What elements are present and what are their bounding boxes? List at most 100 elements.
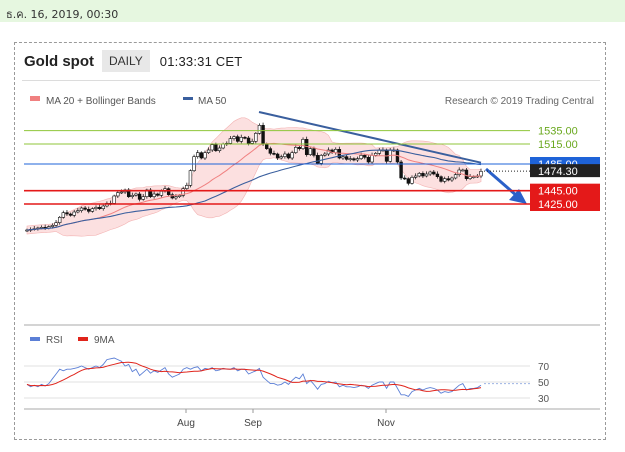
candle-body [141, 196, 145, 200]
candle [54, 220, 58, 227]
candle-body [352, 158, 356, 161]
candle [421, 171, 425, 178]
candle-body [254, 133, 258, 142]
candle-body [279, 156, 283, 159]
instrument-title: Gold spot [24, 52, 94, 70]
candle-body [464, 169, 469, 179]
candle [290, 150, 294, 160]
ma20-legend-swatch [30, 96, 40, 101]
levels-layer: 1535.001515.001485.001474.301445.001425.… [24, 126, 600, 211]
candle [315, 152, 320, 165]
candle [68, 212, 73, 217]
candle-body [341, 156, 345, 159]
candle-body [185, 185, 189, 189]
candle [156, 192, 160, 197]
candle-body [315, 155, 320, 164]
candle [90, 207, 95, 213]
candle [348, 156, 352, 162]
candle-body [94, 207, 98, 209]
candle-body [312, 148, 316, 156]
candle-body [432, 171, 436, 175]
rsi-legend-swatch [30, 337, 40, 341]
candle [406, 177, 411, 186]
level-label: 1515.00 [538, 139, 578, 151]
candle-body [130, 195, 135, 197]
candle-body [446, 178, 451, 181]
candle-body [308, 148, 312, 155]
ma50-legend-swatch [183, 97, 193, 100]
candle [272, 150, 276, 156]
candle-body [116, 192, 120, 197]
candle [341, 155, 345, 160]
candle-body [221, 143, 225, 149]
candle-body [152, 193, 156, 197]
candle-body [468, 176, 472, 179]
candle [79, 206, 84, 213]
candle-body [403, 177, 407, 180]
candle [210, 143, 214, 152]
candle-body [156, 193, 160, 196]
candle [323, 152, 327, 157]
candle-body [265, 143, 269, 149]
candle-body [442, 178, 447, 182]
candle-body [214, 144, 218, 151]
candle-body [137, 193, 142, 200]
candle [294, 144, 298, 154]
candle [57, 216, 62, 225]
candle-body [363, 155, 367, 158]
candle-body [450, 177, 454, 181]
candle-body [246, 137, 251, 144]
candle-body [243, 137, 247, 139]
candle [435, 171, 440, 179]
candle [137, 192, 142, 202]
candle-body [174, 196, 178, 199]
ma20-legend-label: MA 20 + Bollinger Bands [46, 96, 156, 107]
candle-body [210, 144, 214, 151]
candle-body [283, 153, 287, 157]
candle [228, 136, 233, 145]
candle-body [72, 211, 76, 216]
candle-body [90, 208, 95, 212]
candle [410, 175, 414, 185]
x-tick-label: Aug [177, 418, 195, 429]
level-label: 1535.00 [538, 126, 578, 138]
candle-body [435, 173, 440, 177]
chart-header: Gold spot DAILY 01:33:31 CET [24, 48, 242, 74]
candle [141, 194, 145, 201]
chart-panel [14, 42, 606, 440]
level-tag [530, 183, 600, 198]
period-badge[interactable]: DAILY [102, 50, 150, 72]
candle-body [272, 153, 276, 155]
candle-body [203, 152, 207, 159]
candle-body [370, 155, 374, 163]
header-divider [22, 80, 600, 81]
candle [261, 122, 265, 146]
candle-body [134, 193, 138, 196]
candle-body [257, 125, 262, 134]
candle-body [261, 125, 265, 145]
candle-body [453, 174, 458, 179]
candle-body [348, 158, 352, 160]
candle-body [112, 195, 116, 204]
level-label: 1425.00 [538, 199, 578, 211]
rsi-legend-label: RSI [46, 335, 63, 346]
candle-body [319, 155, 323, 164]
candle-body [50, 225, 55, 227]
x-axis-ticks: Aug Sep Nov [177, 409, 395, 429]
candle-body [344, 156, 349, 160]
ma9-legend-swatch [78, 337, 88, 341]
candle [257, 123, 262, 135]
rsi-ma9-line [26, 361, 482, 392]
candle-body [166, 188, 171, 195]
trend-line [258, 111, 482, 164]
candle [87, 206, 91, 214]
candle-body [97, 207, 102, 209]
candle [286, 152, 291, 160]
candle-body [421, 173, 425, 177]
date-text: ธ.ค. 16, 2019, 00:30 [6, 8, 119, 21]
ma9-legend-label: 9MA [94, 335, 115, 346]
candle-body [359, 155, 363, 159]
candle-body [68, 213, 73, 216]
level-tag [530, 197, 600, 211]
candle [181, 186, 185, 198]
